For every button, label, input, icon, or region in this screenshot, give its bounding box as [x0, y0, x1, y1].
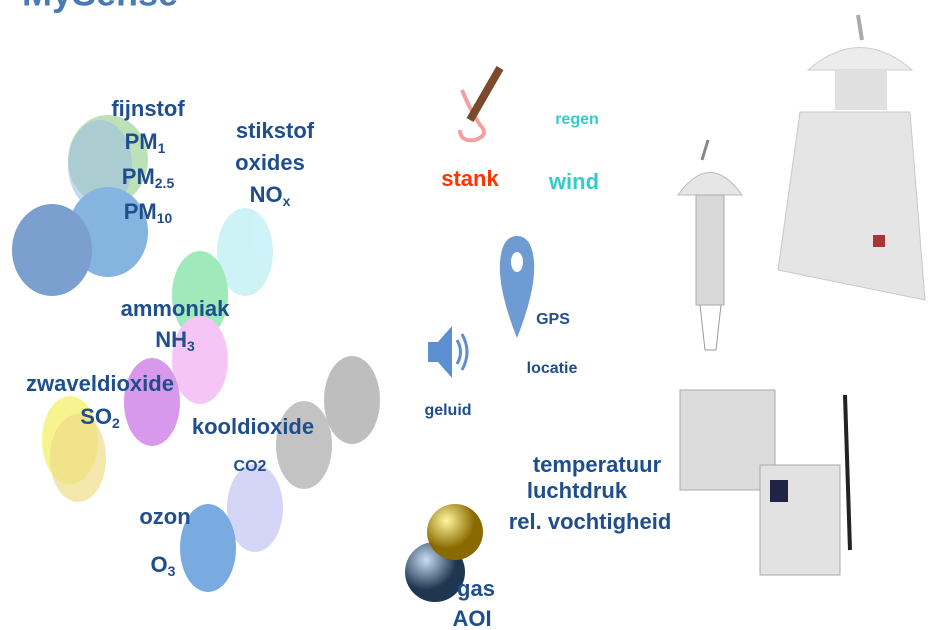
- title: MySense: [22, 0, 178, 14]
- label: stank: [441, 166, 499, 191]
- nose-icon: [460, 68, 500, 140]
- slide: MySense fijnstof PM1 PM2.5 PM10 stikstof…: [0, 0, 938, 630]
- sensor-photo-tube: [678, 140, 742, 350]
- speaker-icon: [428, 326, 467, 378]
- bubbles: [12, 115, 380, 592]
- sensor-photo-box: [680, 390, 850, 575]
- sensor-photo-housing: [778, 15, 925, 300]
- gas-ball: [427, 504, 483, 560]
- label: rel. vochtigheid: [509, 509, 672, 534]
- label: NOx: [250, 182, 291, 209]
- label: O3: [151, 552, 176, 579]
- label: temperatuur: [533, 452, 662, 477]
- label: ammoniak: [121, 296, 231, 321]
- label: SO2: [80, 404, 120, 431]
- label: locatie: [527, 360, 578, 377]
- label: ozon: [139, 504, 190, 529]
- label: PM1: [125, 129, 166, 156]
- label: GPS: [536, 311, 570, 328]
- gps-pin-hole: [511, 252, 523, 272]
- label: fijnstof: [111, 96, 185, 121]
- label: stikstof: [236, 118, 315, 143]
- label: luchtdruk: [527, 478, 628, 503]
- label: geluid: [424, 402, 471, 419]
- label: regen: [555, 111, 599, 128]
- label: kooldioxide: [192, 414, 314, 439]
- gps-pin: [500, 236, 534, 338]
- label: CO2: [234, 458, 267, 475]
- label: wind: [548, 169, 599, 194]
- label: gas: [457, 576, 495, 601]
- label: PM2.5: [122, 164, 175, 191]
- label: oxides: [235, 150, 305, 175]
- label: AOI: [452, 606, 491, 630]
- label: PM10: [124, 199, 173, 226]
- label: zwaveldioxide: [26, 371, 174, 396]
